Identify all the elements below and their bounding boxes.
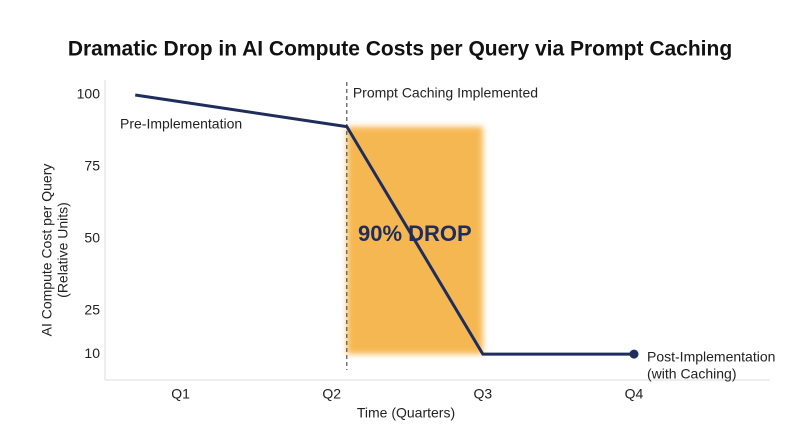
y-tick-label: 100 [77, 86, 101, 102]
highlight-label: 90% DROP [358, 221, 472, 246]
end-label: (with Caching) [647, 366, 736, 382]
y-tick-label: 25 [84, 302, 100, 318]
x-tick-label: Q2 [322, 386, 341, 402]
y-tick-label: 75 [84, 158, 100, 174]
x-tick-label: Q4 [625, 386, 644, 402]
y-axis-label: (Relative Units) [55, 202, 71, 298]
chart-title: Dramatic Drop in AI Compute Costs per Qu… [68, 38, 732, 61]
y-tick-label: 50 [84, 230, 100, 246]
start-label: Pre-Implementation [120, 116, 242, 132]
x-tick-label: Q3 [473, 386, 492, 402]
y-axis-label: AI Compute Cost per Query [39, 164, 55, 337]
point [629, 349, 639, 359]
line [135, 93, 634, 356]
y-tick-label: 10 [84, 345, 100, 361]
end-label: Post-Implementation [647, 349, 775, 365]
event-label: Prompt Caching Implemented [353, 85, 538, 101]
x-axis-label: Time (Quarters) [357, 405, 455, 421]
x-tick-label: Q1 [171, 386, 190, 402]
